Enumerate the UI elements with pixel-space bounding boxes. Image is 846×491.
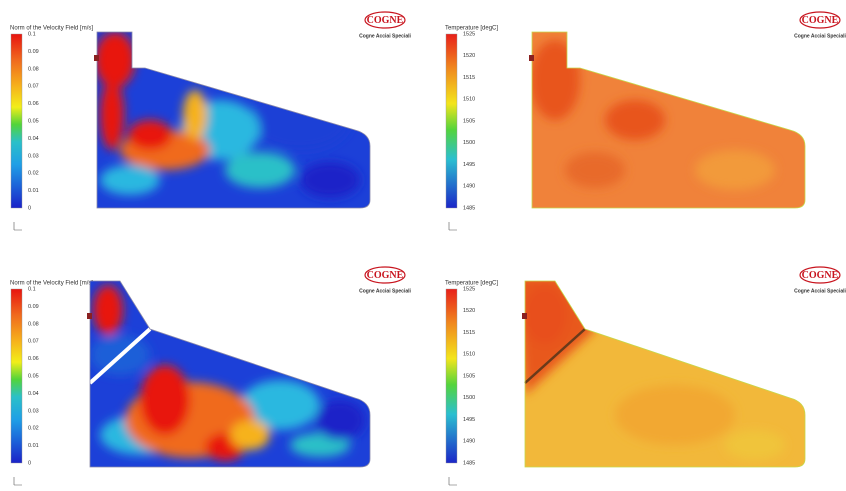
field	[530, 32, 805, 208]
colorbar-tick-label: 1525	[463, 31, 475, 37]
axis-triad	[449, 222, 457, 230]
field-blob	[95, 32, 135, 88]
field	[95, 32, 370, 208]
probe	[87, 313, 92, 319]
field-blob	[615, 385, 735, 445]
company-name: Cogne Acciai Speciali	[359, 33, 411, 39]
colorbar-tick-label: 1505	[463, 373, 475, 379]
panel: Temperature [degC]1525152015151510150515…	[445, 267, 846, 485]
colorbar-tick-label: 1495	[463, 162, 475, 168]
field-blob	[695, 150, 775, 190]
field-blob	[530, 40, 580, 120]
probe	[522, 313, 527, 319]
axis-triad	[449, 477, 457, 485]
figure: Norm of the Velocity Field [m/s]0.10.090…	[0, 0, 846, 491]
colorbar-tick-label: 0.02	[28, 426, 39, 432]
panel: Norm of the Velocity Field [m/s]0.1 0.09 0…	[10, 12, 411, 230]
field-blob	[128, 120, 172, 150]
colorbar-tick-label: 1510	[463, 352, 475, 358]
field-blob	[100, 165, 160, 195]
colorbar-tick-label: 0.06	[28, 101, 39, 107]
colorbar-tick-label: 0.02	[28, 171, 39, 177]
colorbar	[446, 289, 457, 463]
colorbar-tick-label: 1515	[463, 330, 475, 336]
legend-title: Norm of the Velocity Field [m/s]	[10, 26, 93, 32]
colorbar-tick-label: 0.05	[28, 373, 39, 379]
panel: Norm of the Velocity Field [m/s]0.1 0.09 0…	[10, 267, 411, 485]
field-blob	[100, 80, 124, 150]
colorbar-tick-label: 0.09	[28, 304, 39, 310]
field-blob	[725, 430, 785, 460]
colorbar-tick-label: 1495	[463, 417, 475, 423]
colorbar-tick-label: 1510	[463, 97, 475, 103]
field-blob	[605, 100, 665, 140]
field	[515, 275, 805, 467]
logo: COGNE	[802, 270, 839, 281]
colorbar-tick-label: 0.05	[28, 118, 39, 124]
logo: COGNE	[367, 270, 404, 281]
colorbar-tick-label: 0.08	[28, 66, 39, 72]
colorbar-tick-label: 0.01	[28, 443, 39, 449]
colorbar-tick-label: 1490	[463, 439, 475, 445]
field-blob	[225, 152, 295, 188]
probe	[94, 55, 99, 61]
colorbar-tick-label: 1500	[463, 395, 475, 401]
colorbar-tick-label: 0.1	[28, 286, 36, 292]
colorbar-tick-label: 0.1	[28, 31, 36, 37]
colorbar-tick-label: 1520	[463, 53, 475, 59]
legend-title: Norm of the Velocity Field [m/s]	[10, 281, 93, 287]
colorbar-tick-label: 0.08	[28, 321, 39, 327]
field-blob	[230, 420, 270, 450]
colorbar-tick-label: 0.06	[28, 356, 39, 362]
company-name: Cogne Acciai Speciali	[359, 288, 411, 294]
colorbar-tick-label: 0.03	[28, 408, 39, 414]
field-blob	[315, 400, 365, 440]
colorbar-tick-label: 0	[28, 460, 31, 466]
colorbar-tick-label: 1485	[463, 205, 475, 211]
logo: COGNE	[367, 15, 404, 26]
colorbar	[11, 289, 22, 463]
colorbar-tick-label: 0.07	[28, 339, 39, 345]
field-blob	[140, 365, 190, 435]
colorbar-tick-label: 1490	[463, 184, 475, 190]
axis-triad	[14, 222, 22, 230]
field-blob	[565, 152, 625, 188]
colorbar-tick-label: 1525	[463, 286, 475, 292]
colorbar-tick-label: 0.07	[28, 84, 39, 90]
colorbar-tick-label: 1520	[463, 308, 475, 314]
colorbar-tick-label: 0.04	[28, 136, 39, 142]
colorbar-tick-label: 1500	[463, 140, 475, 146]
company-name: Cogne Acciai Speciali	[794, 288, 846, 294]
colorbar-tick-label: 0.09	[28, 49, 39, 55]
colorbar	[446, 34, 457, 208]
colorbar-tick-label: 0.04	[28, 391, 39, 397]
field-blob	[523, 285, 567, 345]
field-blob	[250, 90, 350, 150]
field-blob	[93, 285, 123, 335]
axis-triad	[14, 477, 22, 485]
panel: Temperature [degC]1525152015151510150515…	[445, 12, 846, 230]
field	[90, 281, 370, 467]
field-blob	[300, 162, 360, 198]
colorbar-tick-label: 1485	[463, 460, 475, 466]
logo: COGNE	[802, 15, 839, 26]
colorbar-tick-label: 0.03	[28, 153, 39, 159]
colorbar-tick-label: 0.01	[28, 188, 39, 194]
colorbar	[11, 34, 22, 208]
colorbar-tick-label: 0	[28, 205, 31, 211]
colorbar-tick-label: 1515	[463, 75, 475, 81]
field-blob	[183, 90, 207, 140]
probe	[529, 55, 534, 61]
company-name: Cogne Acciai Speciali	[794, 33, 846, 39]
colorbar-tick-label: 1505	[463, 118, 475, 124]
